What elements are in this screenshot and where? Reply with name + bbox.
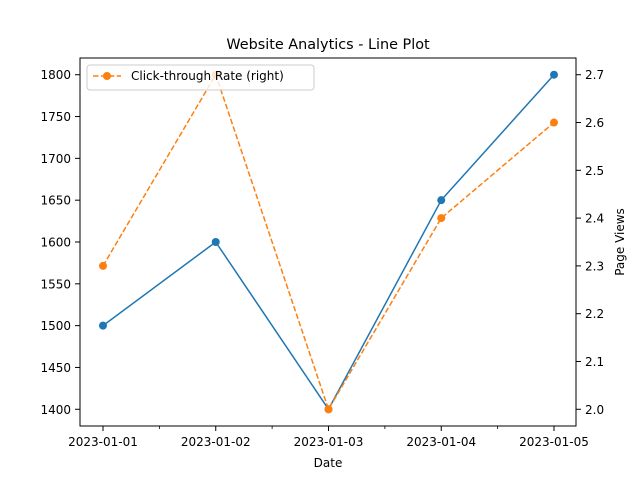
legend-box <box>86 64 315 91</box>
series-2-point <box>437 214 446 223</box>
series-1-point <box>437 196 446 205</box>
y-left-tick-label: 1700 <box>40 152 71 166</box>
y-right-tick-label: 2.1 <box>585 355 604 369</box>
series-layer <box>99 70 558 414</box>
legend: Click-through Rate (right) <box>86 64 315 91</box>
y-axis-right: 2.0 2.1 2.2 2.3 2.4 2.5 2.6 2.7 <box>576 68 604 417</box>
x-axis: 2023-01-01 2023-01-02 2023-01-03 2023-01-04… <box>68 426 589 449</box>
y-left-tick-label: 1550 <box>40 277 71 291</box>
series-2-point <box>550 118 558 127</box>
chart-title: Website Analytics - Line Plot <box>226 37 430 53</box>
y-left-tick-label: 1800 <box>40 68 71 82</box>
y-right-tick-label: 2.5 <box>585 164 604 178</box>
x-tick-label: 2023-01-01 <box>68 435 138 449</box>
y-left-tick-label: 1500 <box>40 319 71 333</box>
x-tick-label: 2023-01-05 <box>519 435 589 449</box>
y-left-tick-label: 1400 <box>40 403 71 417</box>
y-right-tick-label: 2.7 <box>585 68 604 82</box>
legend-marker <box>103 72 111 80</box>
legend-label: Click-through Rate (right) <box>131 69 284 83</box>
y-left-tick-label: 1600 <box>40 236 71 250</box>
x-tick-label: 2023-01-03 <box>294 435 364 449</box>
y-right-tick-label: 2.3 <box>585 259 604 273</box>
y-right-tick-label: 2.2 <box>585 307 604 321</box>
series-2-point <box>99 261 107 270</box>
series-2-point <box>324 405 333 414</box>
series-1-point <box>211 238 220 246</box>
series-1-point <box>550 70 558 79</box>
y-right-tick-label: 2.6 <box>585 116 604 130</box>
y-left-tick-label: 1650 <box>40 194 71 208</box>
y-left-tick-label: 1750 <box>40 110 71 124</box>
y-right-axis-title: Page Views <box>613 208 627 276</box>
y-right-tick-label: 2.0 <box>585 403 604 417</box>
y-right-tick-label: 2.4 <box>585 212 604 226</box>
x-tick-label: 2023-01-02 <box>181 435 251 449</box>
x-axis-title: Date <box>314 456 343 470</box>
y-axis-left: 1400 1450 1500 1550 1600 1650 1700 1750 1800 <box>40 68 80 417</box>
y-left-tick-label: 1450 <box>40 361 71 375</box>
series-2-line <box>102 73 555 411</box>
series-1-point <box>99 321 107 330</box>
x-tick-label: 2023-01-04 <box>406 435 476 449</box>
